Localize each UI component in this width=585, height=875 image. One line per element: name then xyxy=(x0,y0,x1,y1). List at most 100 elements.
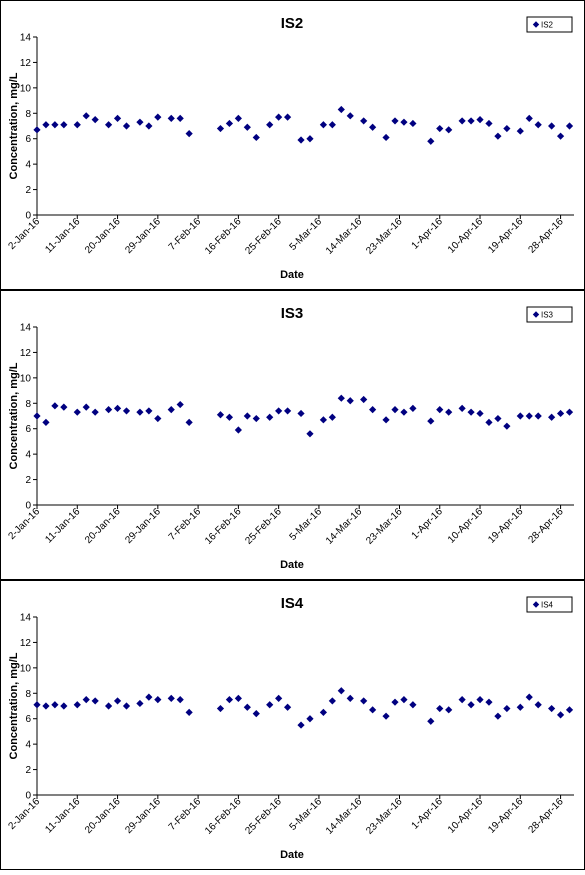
data-point xyxy=(503,704,511,713)
legend-label: IS3 xyxy=(541,311,554,320)
y-tick-label: 12 xyxy=(20,348,32,359)
data-point xyxy=(297,721,305,729)
data-point xyxy=(346,397,354,405)
data-point xyxy=(556,132,565,140)
data-point xyxy=(494,132,502,140)
data-point xyxy=(122,122,131,130)
data-point xyxy=(525,114,533,122)
data-point xyxy=(60,702,68,710)
data-point xyxy=(275,407,283,415)
data-point xyxy=(113,114,122,122)
data-point xyxy=(525,412,533,420)
data-point xyxy=(73,121,81,129)
data-point xyxy=(136,118,144,126)
data-point xyxy=(122,702,131,710)
data-point xyxy=(243,123,251,131)
chart-title: IS4 xyxy=(281,595,304,612)
data-point xyxy=(185,130,193,138)
data-point xyxy=(225,413,234,421)
y-tick-label: 14 xyxy=(20,613,32,624)
chart-border xyxy=(0,0,585,290)
data-point xyxy=(503,124,511,133)
y-tick-label: 10 xyxy=(20,373,32,384)
data-point xyxy=(328,697,336,705)
data-point xyxy=(73,408,81,416)
data-point xyxy=(494,414,502,423)
chart-panel: IS2 0 2 4 6 8 10 12 14 2-Jan-16 11-Jan-16 20-Jan-16… xyxy=(0,0,585,290)
data-point xyxy=(275,694,283,702)
y-tick-label: 14 xyxy=(20,33,32,44)
data-point xyxy=(319,416,327,424)
data-point xyxy=(360,117,368,125)
y-tick-label: 10 xyxy=(20,663,32,674)
data-point xyxy=(337,105,345,114)
data-point xyxy=(42,121,50,129)
y-tick-label: 6 xyxy=(25,134,31,145)
data-point xyxy=(136,699,144,708)
y-tick-label: 12 xyxy=(20,638,32,649)
data-point xyxy=(167,114,175,122)
legend-box xyxy=(526,16,573,33)
legend-box xyxy=(526,596,573,613)
data-point xyxy=(243,412,251,420)
y-tick-label: 6 xyxy=(25,424,31,435)
data-point xyxy=(252,133,260,142)
data-point xyxy=(284,407,292,415)
chart-title: IS3 xyxy=(281,305,304,322)
data-point xyxy=(328,121,336,129)
x-axis-label: Date xyxy=(280,269,304,281)
y-tick-label: 4 xyxy=(25,160,31,171)
data-point xyxy=(548,413,556,421)
data-point xyxy=(42,702,50,710)
data-point xyxy=(33,701,41,709)
data-point xyxy=(400,118,408,126)
chart-border xyxy=(0,580,585,870)
legend-label: IS4 xyxy=(541,601,554,610)
y-tick-label: 8 xyxy=(25,689,31,700)
data-point xyxy=(284,113,292,121)
legend-box xyxy=(526,306,573,323)
data-point xyxy=(360,395,368,404)
y-tick-label: 0 xyxy=(25,211,31,222)
data-point xyxy=(145,122,153,130)
y-axis-label: Concentration, mg/L xyxy=(8,652,20,759)
data-point xyxy=(266,121,274,129)
y-axis-label: Concentration, mg/L xyxy=(8,362,20,469)
data-point xyxy=(476,116,484,124)
data-point xyxy=(105,121,113,129)
data-point xyxy=(33,412,41,420)
data-point xyxy=(234,426,242,434)
data-point xyxy=(216,704,225,713)
y-tick-label: 0 xyxy=(25,791,31,802)
data-point xyxy=(369,123,377,131)
y-tick-label: 8 xyxy=(25,109,31,120)
y-tick-label: 2 xyxy=(25,475,31,486)
data-point xyxy=(485,698,493,706)
data-point xyxy=(485,119,493,128)
data-point xyxy=(51,121,59,129)
data-point xyxy=(306,430,314,438)
legend-marker xyxy=(532,601,540,608)
data-point xyxy=(548,704,556,713)
data-point xyxy=(319,708,327,716)
data-point xyxy=(436,124,444,133)
data-point xyxy=(516,703,524,711)
y-axis-label: Concentration, mg/L xyxy=(8,72,20,179)
data-point xyxy=(154,414,162,423)
x-axis-label: Date xyxy=(280,849,304,861)
data-point xyxy=(485,418,493,426)
data-point xyxy=(33,126,41,134)
data-point xyxy=(476,696,484,704)
data-point xyxy=(467,117,475,125)
data-point xyxy=(548,122,556,130)
data-point xyxy=(243,703,251,711)
data-point xyxy=(409,119,417,128)
data-point xyxy=(60,121,68,129)
data-point xyxy=(51,701,59,709)
data-point xyxy=(105,702,113,710)
data-point xyxy=(73,701,81,709)
y-tick-label: 14 xyxy=(20,323,32,334)
data-point xyxy=(82,112,90,120)
